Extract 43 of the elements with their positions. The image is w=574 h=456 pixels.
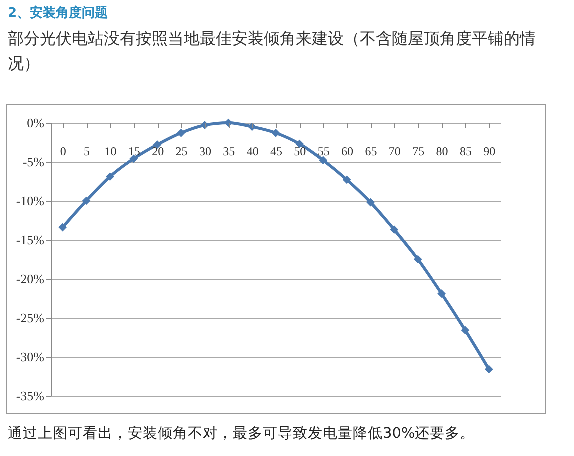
- y-tick-label: -35%: [16, 388, 45, 404]
- x-tick-label: 10: [104, 144, 117, 158]
- y-tick-label: -10%: [16, 194, 45, 208]
- x-tick-label: 45: [270, 144, 282, 158]
- point: [390, 226, 399, 234]
- y-tick-label: -25%: [16, 310, 45, 326]
- point: [414, 255, 422, 264]
- x-tick-label: 90: [484, 144, 496, 158]
- chart-subtitle: 部分光伏电站没有按照当地最佳安装倾角来建设（不含随屋顶角度平铺的情况）: [8, 28, 537, 75]
- point: [58, 223, 68, 232]
- y-tick-label: -5%: [22, 154, 45, 170]
- point: [438, 290, 446, 298]
- point: [484, 365, 494, 374]
- x-tick-label: 70: [388, 144, 401, 158]
- point: [366, 198, 375, 207]
- text: 通过上图可看出，安装倾角不对，最多可导致发电量降低30%还要多。: [8, 424, 476, 443]
- point: [82, 196, 91, 206]
- x-tick-label: 80: [436, 144, 448, 158]
- point: [177, 128, 186, 138]
- x-tick-label: 40: [246, 144, 259, 158]
- x-tick-label: 15: [128, 144, 140, 158]
- x-tick-label: 0: [60, 144, 66, 158]
- x-tick-label: 30: [199, 144, 212, 158]
- point: [319, 156, 328, 165]
- point: [461, 326, 470, 335]
- x-tick-label: 60: [342, 144, 354, 158]
- y-tick-label: -15%: [16, 232, 45, 248]
- x-tick-label: 85: [460, 144, 472, 158]
- y-tick-label: 0%: [27, 116, 45, 130]
- x-tick-label: 20: [152, 144, 164, 158]
- x-tick-label: 5: [84, 144, 90, 158]
- x-tick-label: 35: [223, 144, 236, 158]
- x-tick-label: 25: [176, 144, 188, 158]
- y-tick-label: -30%: [16, 350, 45, 364]
- x-tick-label: 75: [412, 144, 425, 158]
- chart-title: 2、安装角度问题: [8, 4, 108, 22]
- y-tick-label: -20%: [16, 272, 45, 286]
- point: [272, 128, 280, 138]
- point: [342, 176, 352, 184]
- x-tick-label: 55: [318, 144, 330, 158]
- x-tick-label: 50: [294, 144, 306, 158]
- x-tick-label: 65: [365, 144, 378, 158]
- point: [106, 172, 114, 182]
